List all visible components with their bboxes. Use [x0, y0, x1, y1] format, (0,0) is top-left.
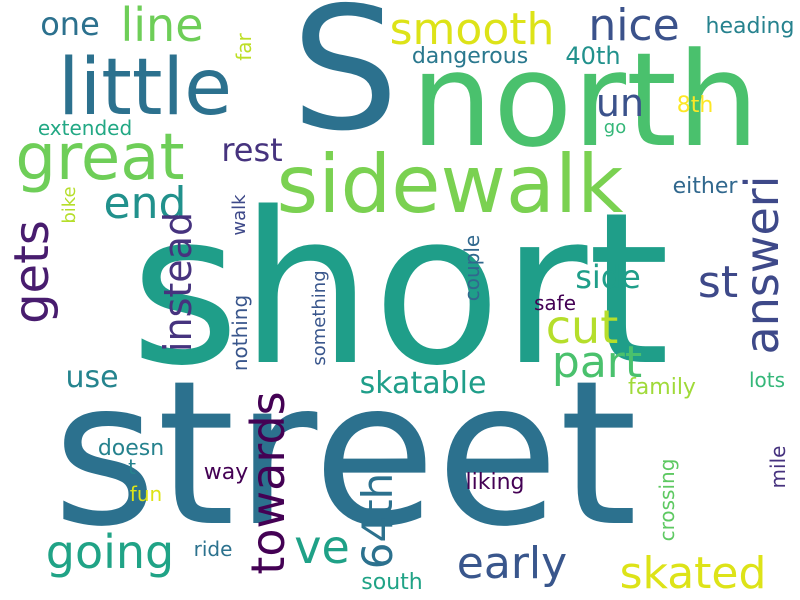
- word-answeri: answeri: [735, 175, 789, 355]
- word-side: side: [575, 258, 641, 296]
- word-family: family: [628, 375, 696, 400]
- word-either: either: [672, 174, 738, 199]
- word-go: go: [603, 117, 627, 138]
- word-nothing: nothing: [228, 294, 252, 372]
- word-south: south: [361, 570, 423, 595]
- word-use: use: [65, 360, 119, 395]
- word-rest: rest: [221, 131, 283, 169]
- word-couple: couple: [460, 234, 484, 302]
- word-safe: safe: [533, 291, 577, 315]
- word-street: street: [52, 338, 638, 571]
- word-end: end: [103, 178, 187, 229]
- word-s: S: [291, 0, 399, 169]
- word-ride: ride: [193, 537, 233, 561]
- word-way: way: [203, 460, 249, 485]
- word-nice: nice: [588, 0, 680, 51]
- word-skated: skated: [619, 548, 767, 599]
- word-lots: lots: [748, 368, 786, 392]
- word-t: t: [128, 455, 136, 479]
- word-64th: 64th: [353, 472, 402, 570]
- word-un: un: [595, 81, 645, 125]
- word-bike: bike: [59, 186, 80, 224]
- word-far: far: [232, 33, 256, 61]
- word-40th: 40th: [565, 42, 621, 70]
- word-st: st: [697, 257, 739, 308]
- word-skatable: skatable: [359, 366, 487, 401]
- word-ve: ve: [294, 520, 350, 574]
- word-line: line: [120, 0, 204, 52]
- word-one: one: [40, 5, 100, 43]
- word-something: something: [309, 270, 330, 366]
- word-towards: towards: [241, 391, 295, 575]
- word-north: north: [410, 24, 760, 176]
- word-extended: extended: [37, 116, 133, 140]
- word-fun: fun: [129, 482, 163, 506]
- word-dangerous: dangerous: [411, 44, 529, 69]
- word-mile: mile: [766, 445, 790, 489]
- word-8th: 8th: [676, 93, 714, 118]
- word-sidewalk: sidewalk: [276, 138, 624, 231]
- word-short: short: [130, 167, 670, 412]
- word-part: part: [551, 337, 643, 388]
- word-going: going: [45, 525, 175, 579]
- word-crossing: crossing: [655, 458, 679, 542]
- word-early: early: [456, 538, 568, 589]
- word-heading: heading: [705, 14, 795, 39]
- word-great: great: [15, 121, 185, 195]
- word-little: little: [57, 43, 233, 133]
- word-doesn: doesn: [97, 436, 165, 461]
- word-cut: cut: [545, 300, 619, 354]
- word-instead: instead: [156, 211, 200, 353]
- word-liking: liking: [465, 470, 525, 495]
- word-gets: gets: [4, 220, 60, 324]
- word-smooth: smooth: [389, 4, 555, 55]
- word-walk: walk: [229, 194, 250, 236]
